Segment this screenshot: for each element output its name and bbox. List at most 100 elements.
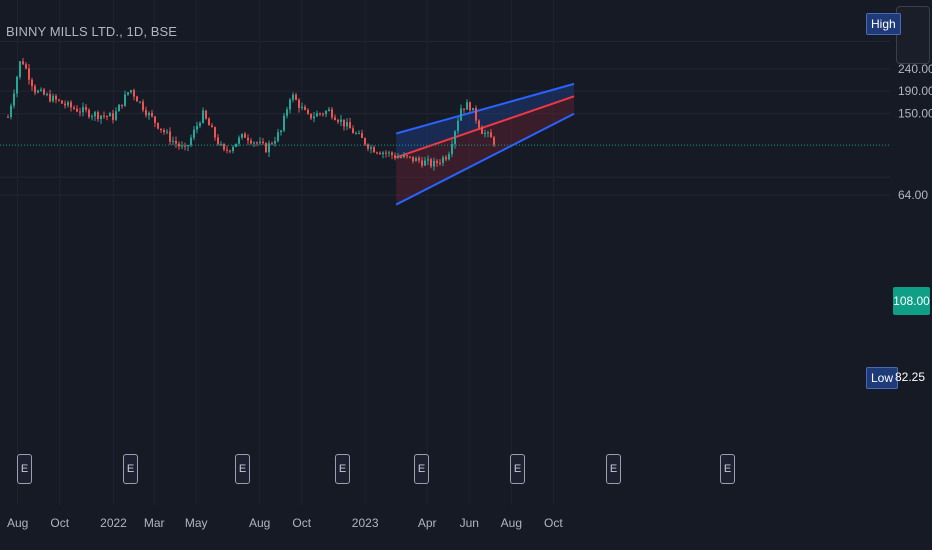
candle-body [106,115,108,117]
candle-body [70,102,72,108]
candle-body [52,95,54,102]
candle-body [334,117,336,121]
candle-body [337,120,339,122]
earnings-marker[interactable]: E [17,454,32,484]
candle-body [85,107,87,110]
candle-body [454,131,456,145]
earnings-marker[interactable]: E [510,454,525,484]
candle-body [172,140,174,142]
candle-body [13,93,15,106]
candle-body [409,156,411,158]
candle-body [232,146,234,151]
channel-upper-fill [396,83,575,158]
candle-body [145,110,147,116]
candle-body [268,143,270,153]
candle-body [391,152,393,156]
candle-body [325,110,327,115]
candle-body [235,143,237,147]
symbol-title: BINNY MILLS LTD., 1D, BSE [6,24,178,39]
candle-body [118,104,120,112]
y-tick-label: 150.00 [898,107,932,121]
earnings-marker[interactable]: E [720,454,735,484]
earnings-marker[interactable]: E [606,454,621,484]
channel-lower-line[interactable] [395,112,575,206]
candle-body [31,79,33,87]
candle-body [460,108,462,121]
candle-body [253,142,255,144]
candle-body [160,128,162,130]
candle-body [463,108,465,110]
candle-body [427,159,429,161]
candle-body [475,107,477,121]
candle-body [493,137,495,145]
candle-body [7,116,9,118]
candle-body [214,127,216,138]
candle-body [103,115,105,117]
candle-body [79,111,81,113]
axis-settings-box[interactable] [896,6,930,64]
candle-body [61,100,63,104]
candle-body [244,133,246,138]
candle-body [22,61,24,65]
candle-body [130,90,132,93]
candle-body [226,149,228,151]
candle-body [289,99,291,110]
candle-body [310,113,312,119]
candle-body [412,156,414,162]
x-tick-label: Aug [249,516,270,530]
candle-body [139,101,141,103]
candle-body [319,113,321,115]
candle-body [490,132,492,138]
candle-body [115,111,117,120]
candle-body [394,155,396,159]
candle-body [466,102,468,110]
candle-body [229,150,231,152]
candle-body [436,160,438,163]
x-tick-label: Oct [50,516,69,530]
candle-body [157,122,159,129]
x-tick-label: Aug [501,516,522,530]
channel-middle-line[interactable] [395,95,575,159]
candle-body [322,113,324,115]
earnings-marker[interactable]: E [235,454,250,484]
candle-body [100,115,102,119]
earnings-marker[interactable]: E [414,454,429,484]
candle-body [280,130,282,133]
candle-body [469,102,471,111]
candle-body [19,61,21,77]
candle-body [190,137,192,146]
candle-body [193,129,195,138]
candle-body [292,94,294,100]
x-tick-label: Mar [144,516,165,530]
candle-body [379,152,381,155]
candle-body [388,152,390,154]
candle-body [169,131,171,142]
low-badge: Low [866,367,899,389]
candle-body [148,112,150,116]
candle-body [67,102,69,106]
candle-body [184,145,186,147]
candle-body [358,133,360,135]
candle-body [448,154,450,160]
candle-body [199,122,201,126]
candle-body [397,157,399,159]
candle-body [109,113,111,117]
candle-body [166,131,168,133]
x-tick-label: Jun [460,516,479,530]
x-tick-label: 2022 [100,516,127,530]
candle-body [34,86,36,93]
candle-body [307,109,309,114]
earnings-marker[interactable]: E [335,454,350,484]
earnings-marker[interactable]: E [123,454,138,484]
candle-body [478,120,480,128]
candle-body [382,152,384,155]
candle-body [418,158,420,161]
x-tick-label: 2023 [352,516,379,530]
candle-body [223,143,225,150]
candle-body [127,92,129,95]
y-tick-label: 64.00 [898,188,928,202]
candle-body [457,120,459,132]
channel-upper-line[interactable] [395,82,575,135]
